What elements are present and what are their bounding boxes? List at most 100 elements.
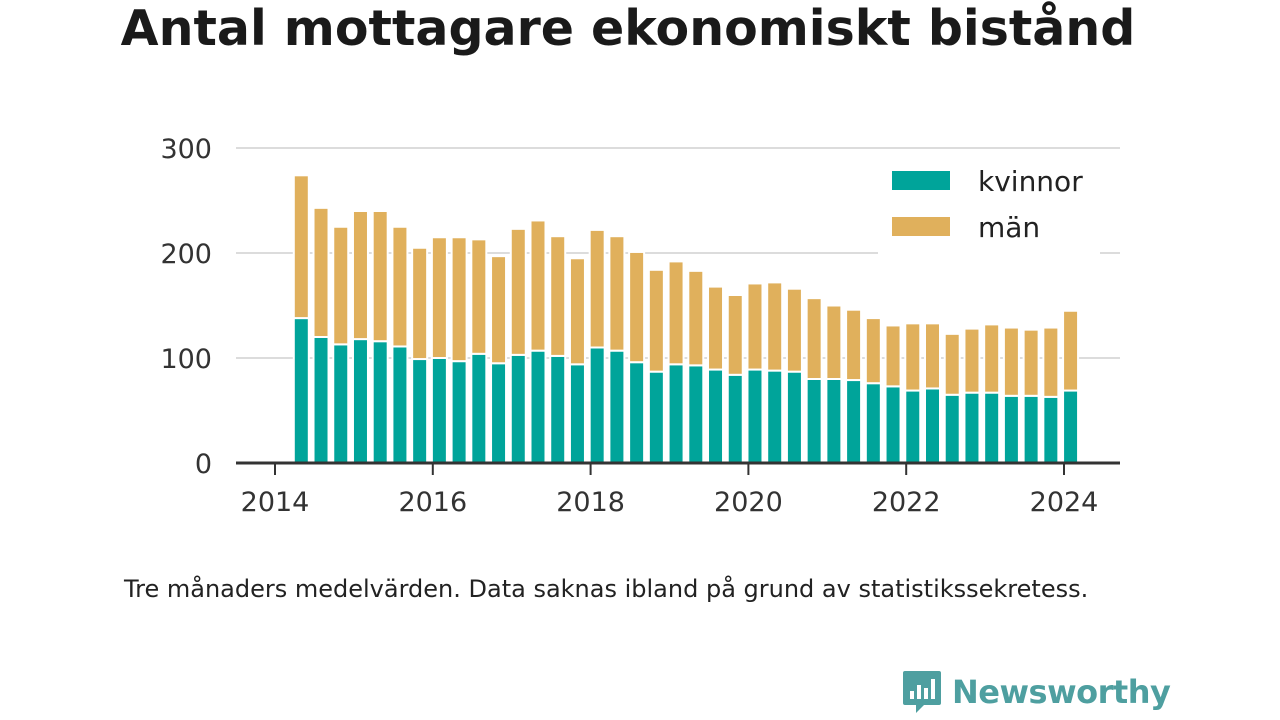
bar-man-2014-08 — [312, 206, 330, 338]
bar-man-2020-08 — [785, 287, 803, 373]
y-axis-ticks: 0 100 200 300 — [160, 134, 212, 480]
bar-man-2016-11 — [490, 255, 508, 365]
legend-label-man: män — [978, 211, 1040, 244]
y-tick-label: 200 — [160, 239, 212, 270]
bar-man-2019-11 — [726, 294, 744, 376]
bar-kvinnor-2023-05 — [1002, 394, 1020, 464]
x-tick-label: 2018 — [556, 487, 625, 518]
y-tick-label: 0 — [195, 449, 212, 480]
bar-kvinnor-2014-08 — [312, 336, 330, 464]
newsworthy-logo: Newsworthy — [902, 670, 1171, 714]
y-tick-label: 300 — [160, 134, 212, 165]
bar-man-2015-08 — [391, 225, 409, 348]
bars — [292, 174, 1080, 465]
bar-kvinnor-2019-08 — [707, 368, 725, 464]
bar-kvinnor-2015-02 — [351, 338, 369, 465]
bar-man-2024-02 — [1062, 309, 1080, 392]
bar-kvinnor-2016-05 — [450, 360, 468, 464]
bar-kvinnor-2015-08 — [391, 345, 409, 465]
bar-man-2018-08 — [628, 250, 646, 364]
bar-man-2019-08 — [707, 285, 725, 371]
bar-man-2021-11 — [884, 324, 902, 388]
bar-man-2022-11 — [963, 327, 981, 394]
bar-man-2015-05 — [371, 210, 389, 343]
bar-kvinnor-2023-08 — [1022, 394, 1040, 464]
bar-man-2017-02 — [509, 227, 527, 356]
x-tick-label: 2016 — [398, 487, 467, 518]
bar-man-2015-11 — [411, 246, 429, 361]
bar-kvinnor-2018-11 — [647, 370, 665, 464]
bar-man-2022-05 — [924, 322, 941, 390]
bar-kvinnor-2017-11 — [568, 363, 586, 464]
bar-man-2019-02 — [667, 260, 685, 366]
bar-kvinnor-2019-05 — [687, 364, 705, 465]
bar-man-2020-02 — [746, 282, 764, 371]
newsworthy-chat-bars-icon — [903, 671, 941, 713]
bar-kvinnor-2020-05 — [766, 369, 784, 465]
bar-man-2014-11 — [332, 225, 350, 346]
legend-background — [878, 152, 1100, 256]
bar-kvinnor-2019-11 — [726, 373, 744, 464]
bar-kvinnor-2022-11 — [963, 391, 981, 464]
bar-kvinnor-2024-02 — [1062, 389, 1080, 464]
bar-man-2021-05 — [845, 308, 863, 382]
bar-kvinnor-2018-08 — [628, 361, 646, 465]
bar-kvinnor-2022-02 — [904, 389, 922, 464]
bar-man-2017-08 — [549, 235, 567, 357]
x-tick-label: 2020 — [714, 487, 783, 518]
legend: kvinnor män — [878, 152, 1100, 256]
x-tick-label: 2024 — [1030, 487, 1099, 518]
bar-kvinnor-2016-08 — [470, 352, 488, 464]
x-axis-ticks: 2014 2016 2018 2020 2022 2024 — [241, 487, 1099, 518]
bar-kvinnor-2021-11 — [884, 385, 902, 465]
legend-swatch-kvinnor — [892, 171, 950, 190]
bar-kvinnor-2017-08 — [549, 354, 567, 464]
bar-man-2023-05 — [1002, 326, 1020, 397]
bar-man-2023-11 — [1042, 326, 1060, 398]
bar-man-2018-11 — [647, 268, 665, 373]
bar-kvinnor-2022-05 — [924, 387, 941, 465]
x-tick-label: 2014 — [241, 487, 310, 518]
bar-kvinnor-2014-11 — [332, 343, 350, 465]
bar-man-2017-05 — [529, 219, 547, 352]
x-tick-label: 2022 — [872, 487, 941, 518]
bar-kvinnor-2023-11 — [1042, 395, 1060, 465]
bar-kvinnor-2018-02 — [588, 346, 606, 464]
bar-kvinnor-2017-02 — [509, 353, 527, 465]
bar-man-2019-05 — [687, 269, 705, 367]
bar-man-2018-05 — [608, 235, 626, 352]
bar-kvinnor-2021-02 — [825, 378, 843, 464]
bar-man-2022-08 — [943, 332, 961, 396]
bar-kvinnor-2023-02 — [983, 391, 1001, 464]
footnote: Tre månaders medelvärden. Data saknas ib… — [124, 575, 1089, 603]
stacked-bar-chart: 0 100 200 300 2014 2016 2018 2020 2022 2024 kvin… — [160, 134, 1120, 518]
bar-man-2020-05 — [766, 281, 784, 372]
bar-man-2023-02 — [983, 323, 1001, 394]
bar-kvinnor-2021-05 — [845, 379, 863, 464]
bar-kvinnor-2022-08 — [943, 393, 961, 464]
bar-man-2016-02 — [430, 236, 448, 359]
chart-title: Antal mottagare ekonomiskt bistånd — [120, 0, 1136, 57]
legend-swatch-man — [892, 217, 950, 236]
bar-kvinnor-2017-05 — [529, 349, 547, 464]
bar-man-2023-08 — [1022, 328, 1040, 397]
y-tick-label: 100 — [160, 344, 212, 375]
bar-man-2022-02 — [904, 322, 922, 392]
bar-kvinnor-2018-05 — [608, 349, 626, 464]
bar-kvinnor-2016-02 — [430, 357, 448, 464]
bar-kvinnor-2015-05 — [371, 340, 389, 465]
bar-kvinnor-2014-05 — [292, 317, 310, 464]
bar-kvinnor-2020-11 — [805, 378, 823, 464]
logo-text: Newsworthy — [952, 673, 1171, 711]
bar-man-2016-05 — [450, 236, 468, 363]
bar-kvinnor-2021-08 — [864, 382, 882, 465]
bar-man-2015-02 — [351, 210, 369, 341]
bar-man-2018-02 — [588, 228, 606, 349]
bar-man-2016-08 — [470, 238, 488, 355]
bar-man-2021-08 — [864, 317, 882, 385]
bar-kvinnor-2019-02 — [667, 363, 685, 464]
bar-man-2020-11 — [805, 297, 823, 380]
x-axis — [236, 461, 1120, 475]
bar-man-2021-02 — [825, 304, 843, 380]
bar-kvinnor-2020-08 — [785, 370, 803, 464]
